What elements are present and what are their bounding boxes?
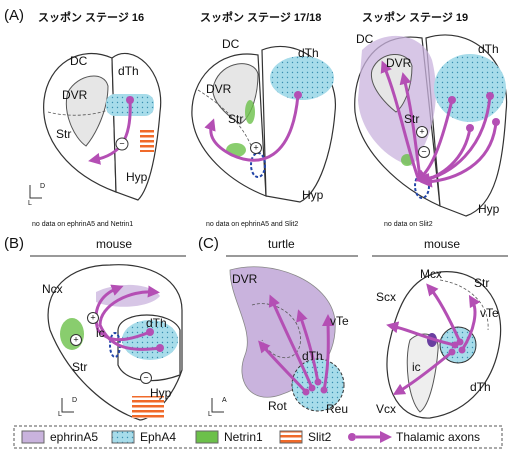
shape [466,124,474,132]
label: − [119,138,124,148]
label: Str [474,276,489,290]
shape [459,347,466,354]
label: Str [228,112,243,126]
shape [280,431,302,443]
label: Reu [326,402,348,416]
label: スッポン ステージ 16 [38,10,144,24]
label: DC [356,32,374,46]
label: スッポン ステージ 17/18 [200,10,321,24]
label: Hyp [478,202,500,216]
label: + [90,312,95,322]
shape [348,433,356,441]
label: Vcx [376,402,396,416]
label: L [208,411,212,418]
panel-c-turtle: DVR vTe dTh Rot Reu L A [208,267,349,418]
shape [486,92,494,100]
label: + [419,126,424,136]
label: ic [412,360,421,374]
label: dTh [298,46,319,60]
stage-19: + − DC DVR Str dTh Hyp no data on Slit2 [355,32,507,228]
label: Str [72,360,87,374]
panel-c-mouse: Mcx Scx Str vTe ic dTh Vcx [376,267,501,418]
label: L [28,200,32,207]
legend: ephrinA5 EphA4 Netrin1 Slit2 Thalamic ax… [14,426,502,448]
label: no data on Slit2 [384,221,433,228]
label: + [73,334,78,344]
shape [457,339,464,346]
label: DVR [62,88,88,102]
shape [156,344,164,352]
label: (A) [4,7,24,24]
label: Mcx [420,267,442,281]
label: DVR [386,56,412,70]
shape [303,389,310,396]
label: Ncx [42,282,63,296]
label: Str [56,127,71,141]
shape [245,100,255,124]
label: mouse [424,237,460,251]
label: dTh [118,64,139,78]
label: Str [404,112,419,126]
label: ic [96,326,105,340]
label: Thalamic axons [396,430,480,444]
label: (C) [198,235,219,252]
label: Scx [376,290,396,304]
label: Slit2 [308,430,332,444]
shape [126,96,134,104]
shape [60,318,84,350]
shape [22,431,44,443]
label: vTe [330,314,349,328]
label: dTh [146,316,167,330]
label: Netrin1 [224,430,263,444]
shape [196,431,218,443]
shape [140,128,154,152]
label: D [40,183,45,190]
shape [270,56,334,100]
shape [321,387,328,394]
shape [112,431,134,443]
stage-17-18: + DC DVR Str dTh Hyp no data on ephrinA5… [192,37,336,228]
label: L [58,411,62,418]
label: vTe [480,306,499,320]
figure: (A) スッポン ステージ 16 スッポン ステージ 17/18 スッポン ステ… [0,0,517,454]
label: dTh [302,349,323,363]
label: Rot [268,399,287,413]
label: スッポン ステージ 19 [362,10,468,24]
label: Hyp [150,386,172,400]
label: (B) [4,235,24,252]
label: DC [222,37,240,51]
stage-16: − DC DVR Str dTh Hyp L D no data on ephr… [28,53,161,227]
shape [315,379,322,386]
label: no data on ephrinA5 and Netrin1 [32,221,133,228]
label: mouse [96,237,132,251]
label: dTh [470,380,491,394]
label: Hyp [126,170,148,184]
label: D [72,397,77,404]
label: − [421,146,426,156]
label: + [253,142,258,152]
label: no data on ephrinA5 and Slit2 [206,221,298,228]
shape [294,91,302,99]
panel-b: + + − Ncx ic Str dTh Hyp L D [42,265,182,420]
label: A [222,397,227,404]
shape [448,96,456,104]
shape [434,54,506,122]
label: DVR [232,272,258,286]
label: − [143,372,148,382]
shape [492,118,500,126]
shape [309,385,316,392]
label: ephrinA5 [50,430,98,444]
label: DVR [206,82,232,96]
label: DC [70,54,88,68]
label: EphA4 [140,430,176,444]
shape [449,349,456,356]
label: Hyp [302,188,324,202]
label: dTh [478,42,499,56]
label: turtle [268,237,295,251]
